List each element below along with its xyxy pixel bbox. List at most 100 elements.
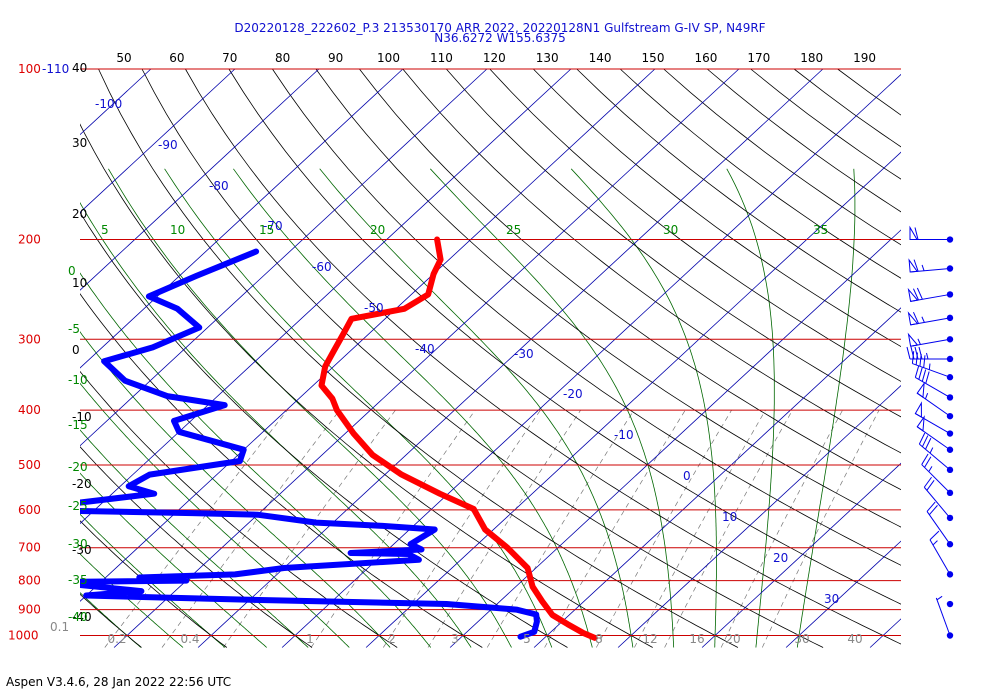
wind-barb-full	[924, 456, 932, 468]
mixing-ratio-line	[761, 409, 880, 648]
dry-adiabat-line	[0, 69, 56, 648]
mixing-ratio-line	[595, 409, 732, 648]
dry-adiabat-label: 15	[259, 223, 274, 237]
mixing-ratio-label: 5	[523, 632, 531, 646]
isotherm-label: -70	[263, 219, 283, 233]
moist-adiabat-label: -35	[68, 573, 88, 587]
wind-barb-flag	[907, 332, 919, 347]
wind-barb-full	[906, 346, 911, 360]
wind-barb-full	[913, 259, 919, 272]
wind-barb-flag	[916, 381, 925, 399]
wind-barb	[911, 351, 954, 381]
isotherm-line	[533, 307, 901, 648]
isotherm-line	[80, 68, 236, 213]
wind-barb-flag	[908, 258, 919, 273]
mixing-ratio-label: 16	[689, 632, 704, 646]
wind-barb-station	[946, 265, 954, 272]
wind-barb-full	[918, 432, 926, 445]
mixing-ratio-line	[161, 409, 340, 648]
moist-adiabat-label: 0	[68, 264, 76, 278]
moist-adiabat-line	[570, 168, 717, 648]
dry-adiabat-label: 35	[813, 223, 828, 237]
isotherm-label: 30	[824, 592, 839, 606]
dry-adiabats	[0, 68, 901, 648]
moist-adiabat-label: -30	[68, 537, 88, 551]
left-temp-label: 10	[72, 276, 87, 290]
wind-barb-full	[918, 367, 923, 380]
mixing-ratio-label: 30	[794, 632, 809, 646]
wind-barb-flag	[907, 311, 919, 326]
wind-barb-full	[929, 530, 940, 541]
top-temp-tick: 190	[853, 51, 876, 65]
wind-barb	[923, 476, 954, 522]
left-temp-label: -40	[72, 610, 92, 624]
top-temp-tick: 180	[800, 51, 823, 65]
isotherm-label: -50	[364, 301, 384, 315]
isotherm-line	[365, 151, 901, 648]
dry-adiabat-line	[576, 68, 901, 313]
top-temp-tick: 80	[275, 51, 290, 65]
dry-adiabat-line	[80, 211, 568, 648]
mixing-ratio-line	[383, 409, 541, 648]
moist-adiabat-line	[80, 202, 472, 648]
pressure-label: 900	[18, 603, 41, 617]
mixing-ratio-line	[104, 409, 288, 648]
isotherm-line	[80, 68, 152, 136]
wind-barb-station	[946, 291, 954, 298]
wind-barb	[907, 287, 954, 302]
wind-barb	[914, 365, 954, 401]
pressure-label: -110	[42, 62, 69, 76]
dry-adiabat-line	[619, 68, 901, 279]
mixing-ratio-label: 1	[306, 632, 314, 646]
wind-barb-staff	[915, 377, 951, 398]
wind-barb	[916, 381, 954, 420]
top-temp-tick: 110	[430, 51, 453, 65]
wind-barb	[909, 225, 954, 243]
dry-adiabat-line	[837, 68, 901, 116]
wind-barb-half	[928, 363, 931, 370]
isotherm-label: -90	[158, 138, 178, 152]
wind-barb	[921, 453, 954, 497]
isotherm-line	[701, 462, 901, 648]
mixing-ratio-line	[664, 409, 793, 648]
mixing-ratio-label: 40	[847, 632, 862, 646]
dry-adiabat-line	[359, 68, 901, 491]
mixing-ratio-line	[223, 409, 396, 648]
wind-barb-flag	[914, 401, 922, 418]
isotherm-line	[80, 68, 488, 447]
isotherm-label: 0	[683, 469, 691, 483]
wind-barb-full	[923, 355, 926, 368]
dry-adiabat-label: 5	[101, 223, 109, 237]
wind-barb	[907, 311, 954, 326]
pressure-label: 500	[18, 458, 41, 472]
left-temp-label: 30	[72, 136, 87, 150]
isotherm-line	[80, 68, 320, 291]
moist-adiabat-line	[233, 168, 593, 648]
dry-adiabat-line	[489, 68, 901, 382]
isotherm-line	[869, 618, 901, 648]
dry-adiabat-line	[80, 593, 142, 648]
top-temp-tick: 70	[222, 51, 237, 65]
wind-barb	[946, 600, 954, 608]
wind-barb-staff	[919, 443, 951, 471]
isotherm-label: -20	[563, 387, 583, 401]
top-temp-tick: 90	[328, 51, 343, 65]
wind-barb-full	[921, 369, 927, 382]
left-temp-label: -30	[72, 543, 92, 557]
moist-adiabat-label: -20	[68, 460, 88, 474]
wind-barb-half	[932, 540, 938, 546]
dry-adiabat-label: 30	[663, 223, 678, 237]
isotherm-line	[80, 68, 404, 369]
wind-barb	[914, 401, 954, 437]
top-temp-tick: 120	[483, 51, 506, 65]
mixing-ratio-line	[486, 409, 635, 648]
wind-barb-full	[925, 437, 932, 450]
mixing-ratio-line	[310, 409, 476, 648]
dry-adiabat-line	[272, 68, 901, 566]
wind-barb-full	[915, 352, 918, 365]
isotherm-line	[80, 68, 572, 525]
mixing-ratio-line	[427, 409, 581, 648]
chart-location: N36.6272 W155.6375	[434, 31, 566, 45]
dry-adiabat-line	[228, 68, 901, 605]
wind-barbs	[906, 225, 954, 639]
